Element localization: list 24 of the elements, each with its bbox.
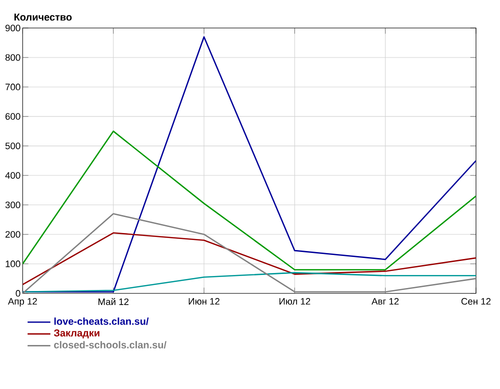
y-tick-label: 300 (5, 201, 20, 208)
x-tick-label: Июн 12 (188, 298, 220, 304)
y-tick-label: 900 (5, 24, 20, 32)
x-tick-label: Авг 12 (372, 298, 399, 304)
legend-label: love-cheats.clan.su/ (54, 317, 149, 325)
x-tick-label: Май 12 (98, 298, 128, 305)
legend-label: closed-schools.clan.su/ (54, 340, 166, 348)
line-series (22, 272, 476, 292)
y-tick-label: 800 (5, 54, 20, 61)
x-tick-label: Июл 12 (279, 298, 310, 304)
y-tick-label: 0 (16, 290, 20, 296)
y-axis-title: Количество (14, 14, 72, 20)
line-series (22, 212, 476, 294)
x-tick-label: Апр 12 (8, 298, 37, 306)
y-tick-label: 500 (5, 142, 20, 150)
line-series (22, 232, 476, 285)
y-tick-label: 100 (6, 260, 20, 267)
legend-label: Закладки (54, 329, 100, 338)
y-tick-label: 400 (5, 172, 20, 179)
x-tick-label: Сен 12 (461, 298, 491, 304)
y-tick-label: 700 (6, 84, 20, 90)
y-tick-label: 200 (6, 230, 20, 238)
line-series (22, 130, 476, 270)
y-tick-label: 600 (6, 113, 20, 120)
